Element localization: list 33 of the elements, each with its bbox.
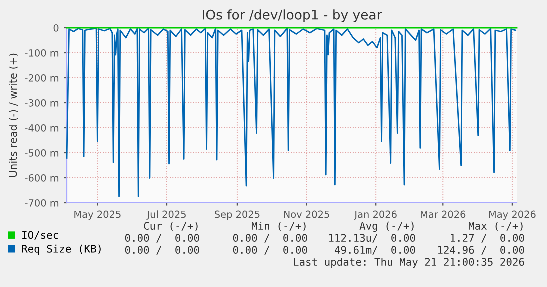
y-tick-label: -100 m [25,49,59,57]
text: 124.96 / 0.00 [438,246,524,255]
legend-label: Req Size (KB) [22,244,101,255]
x-tick-label: Sep 2025 [215,210,260,220]
x-tick-label: Jan 2026 [354,210,397,220]
text: Last update: Thu May 21 21:00:35 2026 [294,258,524,268]
x-tick-label: May 2026 [489,210,536,220]
y-tick-label: -600 m [25,174,59,182]
y-tick-label: -200 m [25,74,59,82]
text: 49.61m/ 0.00 [334,246,416,255]
x-tick-label: Nov 2025 [284,210,330,218]
text: Cur (-/+) [144,222,198,232]
y-axis-title: Units read (-) / write (+) [9,54,18,178]
text: 112.13u/ 0.00 [329,234,416,243]
line-series [66,28,517,198]
x-tick-label: Jul 2025 [146,210,186,220]
text: 0.00 / 0.00 [125,234,200,243]
text: 1.27 / 0.00 [451,234,524,243]
text: 0.00 / 0.00 [125,246,200,255]
text: 0.00 / 0.00 [233,234,308,243]
y-tick-label: -400 m [25,124,59,132]
text: Avg (-/+) [360,222,414,232]
chart-title: IOs for /dev/loop1 - by year [203,10,382,22]
y-tick-label: -300 m [25,99,59,107]
y-tick-label: -700 m [25,199,59,207]
legend-label: IO/sec [22,231,58,240]
text: 0.00 / 0.00 [233,246,308,255]
text: Min (-/+) [252,222,306,232]
y-tick-label: 0 [54,24,59,32]
x-tick-label: Mar 2026 [421,210,466,218]
y-tick-label: -500 m [25,149,59,157]
x-tick-label: May 2025 [74,210,121,220]
text: Max (-/+) [468,222,523,232]
